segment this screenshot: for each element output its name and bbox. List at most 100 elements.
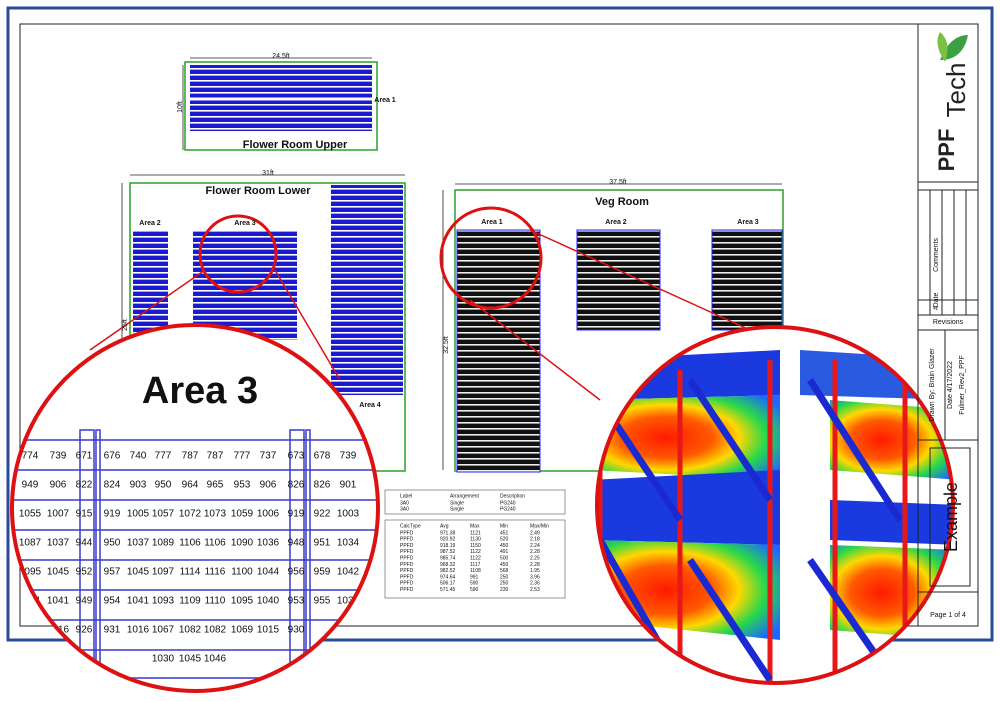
table-cell: 2.18 (530, 537, 540, 543)
table-cell: 500 (500, 556, 509, 562)
ppfd-value: 953 (288, 596, 305, 607)
logo-text: PPF (934, 129, 959, 172)
table-cell: 450 (500, 543, 509, 549)
rack (576, 229, 661, 331)
table-cell: 991 (470, 574, 479, 580)
ppfd-value: 1089 (152, 538, 175, 549)
table-cell: 230 (500, 587, 509, 593)
table-header: Description (500, 493, 525, 499)
rack (193, 230, 297, 340)
ppfd-value: 1045 (47, 567, 70, 578)
ppfd-value: 1116 (205, 567, 226, 578)
ppfd-value: 949 (22, 480, 39, 491)
ppfd-value: 950 (155, 480, 172, 491)
file-name: Fulmer_Rev2_PPF (959, 355, 966, 415)
table-cell: 590 (470, 581, 479, 587)
ppfd-value: 1045 (127, 567, 150, 578)
ppfd-value: 919 (288, 509, 305, 520)
zoom-left: 774 739 671 676 740 777 787 787 777 737 673 678 739 9… (12, 429, 378, 691)
zoom-title: Area 3 (142, 370, 258, 412)
room-title: Flower Room Lower (205, 185, 311, 197)
ppfd-value: 915 (76, 509, 93, 520)
ppfd-value: 1038 (337, 596, 360, 607)
highlight-circle (198, 214, 278, 294)
table-cell: 1108 (470, 568, 481, 574)
ppfd-value: 1005 (127, 509, 150, 520)
ppfd-value: 957 (104, 567, 121, 578)
ppfd-value: 1037 (47, 538, 70, 549)
example-label: Example (941, 482, 961, 552)
ppfd-value: 1006 (257, 509, 280, 520)
table-cell: 3.96 (530, 574, 540, 580)
area-label: Area 4 (359, 402, 381, 409)
title-block-frame (917, 23, 979, 627)
ppfd-value: 955 (314, 596, 331, 607)
ppfd-value: 787 (182, 451, 199, 462)
table-cell: 451 (500, 530, 509, 536)
zoom-left-ring (10, 323, 380, 693)
ppfd-value: 959 (314, 567, 331, 578)
table-cell: 1122 (470, 556, 481, 562)
logo-leaf (937, 32, 948, 62)
table-cell: 1117 (470, 562, 481, 568)
table-cell: 568 (500, 568, 509, 574)
table-cell: 3A0 (400, 500, 409, 506)
ppfd-value: 948 (288, 538, 305, 549)
ppfd-value: 901 (340, 480, 357, 491)
ppfd-value: 1100 (231, 567, 253, 578)
ppfd-value: 1097 (152, 567, 175, 578)
ppfd-value: 903 (130, 480, 147, 491)
table-cell: 920.92 (440, 537, 456, 543)
area-label: Area 3 (234, 220, 256, 227)
ppfd-value: 1087 (19, 538, 42, 549)
ppfd-value: 824 (104, 480, 121, 491)
ppfd-value: 952 (76, 567, 93, 578)
table-cell: 982.52 (440, 568, 456, 574)
table-cell: 2.24 (530, 543, 540, 549)
area-label: Area 1 (374, 97, 396, 104)
ppfd-value: 1042 (337, 567, 360, 578)
highlight-circle (439, 206, 543, 310)
ppfd-value: 1109 (179, 596, 201, 607)
ppfd-value: 964 (182, 480, 199, 491)
ppfd-value: 1095 (19, 567, 42, 578)
table-cell: 987.52 (440, 549, 456, 555)
ppfd-value: 1041 (47, 596, 70, 607)
table-cell: 971.38 (440, 530, 456, 536)
ppfd-value: 954 (104, 596, 121, 607)
dimension: 10ft (177, 101, 184, 113)
dimension: 37.5ft (609, 179, 627, 186)
ppfd-value: 1072 (179, 509, 202, 520)
table-cell: PPFD (400, 562, 414, 568)
table-cell: 1130 (470, 537, 481, 543)
ppfd-value: 1036 (257, 538, 280, 549)
dimension: 32.5ft (443, 336, 450, 354)
ppfd-value: 777 (155, 451, 172, 462)
table-cell: PPFD (400, 549, 414, 555)
table-cell: PPFD (400, 537, 414, 543)
ppfd-value: 944 (76, 538, 93, 549)
ppfd-value: 1069 (231, 625, 254, 636)
ppfd-value: 1007 (47, 509, 70, 520)
ppfd-value: 1082 (179, 625, 202, 636)
table-header: Arrangement (450, 493, 480, 499)
table-cell: PPFD (400, 530, 414, 536)
table-cell: PPFD (400, 568, 414, 574)
room-outline (184, 61, 378, 151)
dimension: 25ft (122, 319, 129, 331)
logo-text: Tech (941, 63, 971, 118)
table-header: CalcType (400, 523, 421, 529)
ppfd-value: 1040 (257, 596, 280, 607)
table-cell: 2.49 (530, 530, 540, 536)
table-cell: 974.64 (440, 574, 456, 580)
ppfd-value: 926 (76, 625, 93, 636)
ppfd-value: 1093 (152, 596, 175, 607)
table-cell: 2.28 (530, 562, 540, 568)
ppfd-value: 1067 (152, 625, 175, 636)
ppfd-value: 922 (314, 509, 331, 520)
zoom-right-ring (595, 325, 955, 685)
ppfd-value: 1114 (180, 567, 201, 578)
drawn-date: Date 4/17/2022 (947, 361, 954, 409)
